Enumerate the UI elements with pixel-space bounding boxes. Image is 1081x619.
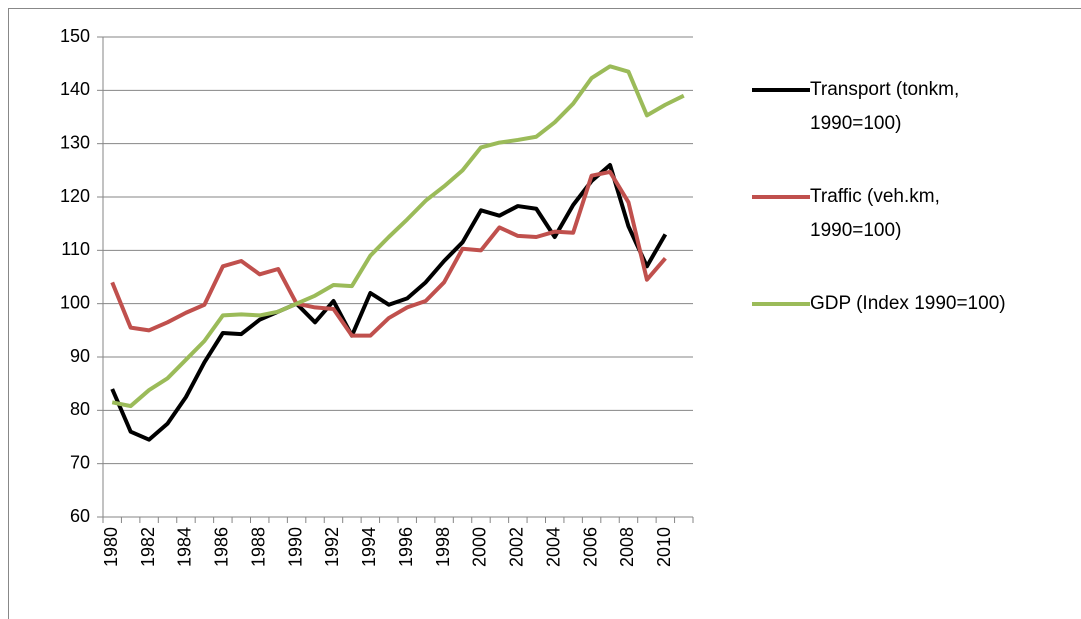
x-tick-label: 1986 bbox=[212, 527, 232, 567]
x-tick-label: 2008 bbox=[617, 527, 637, 567]
x-tick-label: 1980 bbox=[101, 527, 121, 567]
x-tick-label: 2004 bbox=[543, 527, 563, 567]
x-tick-label: 2000 bbox=[470, 527, 490, 567]
y-tick-label: 120 bbox=[60, 186, 90, 206]
x-tick-label: 2006 bbox=[580, 527, 600, 567]
legend-label: Transport (tonkm, 1990=100) bbox=[810, 79, 960, 134]
x-tick-label: 1992 bbox=[322, 527, 342, 567]
series-line bbox=[111, 64, 685, 409]
y-tick-label: 140 bbox=[60, 79, 90, 99]
legend-label: GDP (Index 1990=100) bbox=[810, 293, 1006, 314]
y-tick-label: 60 bbox=[70, 506, 90, 526]
y-tick-label: 110 bbox=[61, 239, 90, 259]
x-tick-label: 2002 bbox=[507, 527, 527, 567]
y-tick-label: 90 bbox=[70, 346, 90, 366]
x-tick-label: 1990 bbox=[285, 527, 305, 567]
series-line bbox=[110, 163, 668, 442]
series-line bbox=[110, 169, 667, 338]
x-tick-label: 2010 bbox=[654, 527, 674, 567]
chart-border bbox=[8, 8, 1081, 619]
x-tick-label: 1996 bbox=[396, 527, 416, 567]
x-tick-label: 1998 bbox=[433, 527, 453, 567]
y-tick-label: 130 bbox=[60, 132, 90, 152]
x-tick-label: 1982 bbox=[138, 527, 158, 567]
y-tick-label: 80 bbox=[70, 399, 90, 419]
y-tick-label: 150 bbox=[60, 26, 90, 46]
y-tick-label: 100 bbox=[60, 292, 90, 312]
x-tick-label: 1984 bbox=[175, 527, 195, 567]
x-tick-label: 1994 bbox=[359, 527, 379, 567]
legend-label: Traffic (veh.km, 1990=100) bbox=[810, 186, 940, 241]
x-tick-label: 1988 bbox=[248, 527, 268, 567]
y-tick-label: 70 bbox=[70, 452, 90, 472]
